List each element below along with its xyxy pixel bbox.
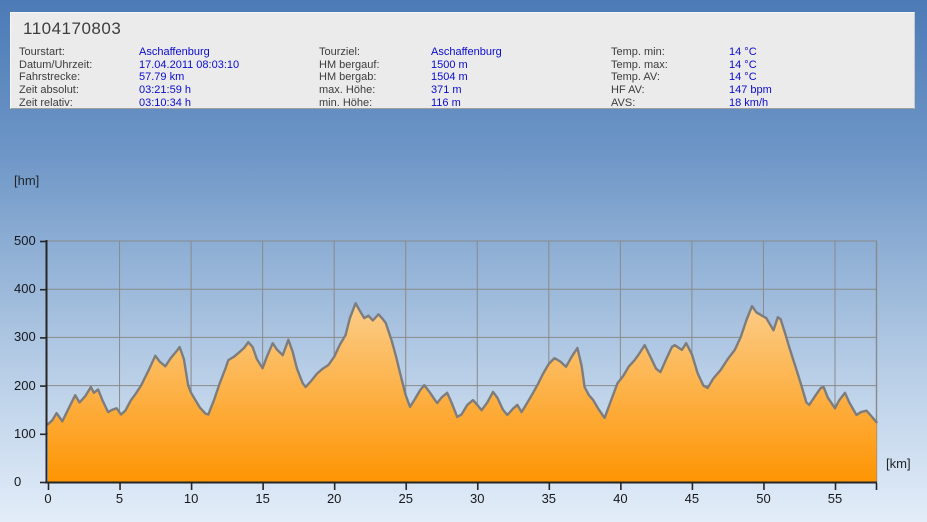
info-value: 03:10:34 h [139,96,191,109]
x-tick-label: 20 [326,491,342,506]
tour-summary-panel: 1104170803 Tourstart: Aschaffenburg Datum/… [10,12,915,109]
x-tick-label: 45 [684,491,700,506]
y-tick-label: 100 [14,425,36,441]
info-label: Zeit relativ: [19,96,73,109]
y-tick-label: 0 [14,474,22,489]
info-value: 1500 m [431,58,468,71]
info-value: Aschaffenburg [431,46,502,58]
x-tick-label: 55 [827,491,843,506]
info-label: Tourstart: [19,46,65,58]
info-label: HM bergab: [319,71,377,84]
info-value: 116 m [431,96,461,109]
x-tick-label: 35 [541,491,557,506]
y-tick-label: 500 [14,233,36,248]
x-tick-label: 40 [613,491,628,506]
info-value: 1504 m [431,71,468,84]
info-label: Tourziel: [319,46,360,58]
info-label: AVS: [611,96,636,109]
info-label: Temp. min: [611,46,665,58]
y-tick-label: 400 [14,281,36,297]
info-value: 14 °C [729,71,757,84]
info-value: Aschaffenburg [139,46,210,58]
y-tick-label: 200 [14,377,36,393]
info-value: 18 km/h [729,96,769,109]
info-label: max. Höhe: [319,84,376,97]
info-label: Datum/Uhrzeit: [19,58,93,71]
info-value: 57.79 km [139,71,185,84]
x-tick-label: 30 [470,491,485,506]
info-value: 371 m [431,84,462,97]
y-axis-unit-label: [hm] [14,173,40,188]
info-value: 147 bpm [729,84,772,97]
x-tick-label: 50 [756,491,771,506]
x-axis-unit-label: [km] [886,456,911,471]
x-tick-label: 0 [44,491,52,506]
info-label: Fahrstrecke: [19,71,81,84]
elevation-area [48,303,877,482]
info-label: HF AV: [611,84,645,97]
info-label: Zeit absolut: [19,84,79,97]
info-label: Temp. AV: [611,71,660,84]
info-value: 17.04.2011 08:03:10 [139,58,240,71]
x-tick-label: 15 [255,491,270,506]
x-tick-label: 5 [115,491,124,506]
info-label: min. Höhe: [319,96,373,109]
info-value: 14 °C [729,46,757,58]
info-value: 03:21:59 h [139,84,191,97]
elevation-curve [46,302,878,426]
x-tick-label: 25 [398,491,413,506]
info-label: HM bergauf: [319,58,380,71]
info-label: Temp. max: [611,58,668,71]
tour-title: 1104170803 [23,19,122,38]
y-tick-label: 300 [14,329,36,345]
info-value: 14 °C [729,58,757,71]
x-tick-label: 10 [183,491,199,506]
